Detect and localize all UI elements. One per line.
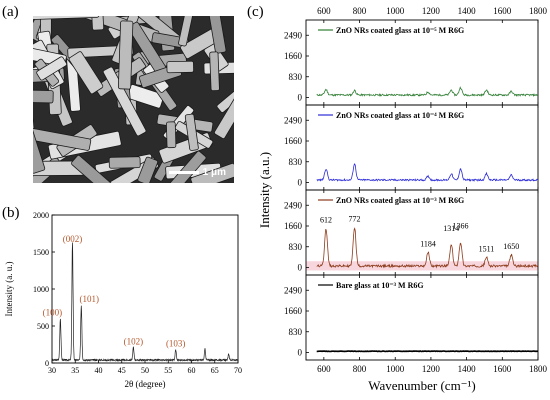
- nanorod: [209, 51, 220, 92]
- raman-x-tick-label: 1200: [422, 364, 441, 374]
- nanorod: [166, 60, 194, 74]
- raman-panel-frame: [305, 274, 539, 361]
- nanorod: [102, 66, 147, 137]
- raman-y-tick-label: 1660: [284, 136, 303, 146]
- raman-peak-label: 772: [349, 214, 361, 223]
- xrd-x-tick-label: 30: [48, 366, 56, 375]
- panel-label-c: (c): [247, 4, 264, 20]
- xrd-x-tick-label: 35: [71, 366, 79, 375]
- raman-x-tick-label: 1600: [493, 364, 512, 374]
- raman-x-tick-label: 1000: [386, 364, 405, 374]
- nanorod: [190, 162, 234, 183]
- nanorod: [207, 16, 227, 54]
- raman-y-tick-label: 0: [298, 178, 303, 188]
- xrd-peak-label: (002): [63, 234, 83, 244]
- xrd-peak-label: (100): [43, 308, 63, 318]
- scale-bar-line: [168, 171, 199, 174]
- scale-bar-label: 1 μm: [202, 167, 226, 178]
- xrd-x-tick-label: 60: [188, 366, 196, 375]
- raman-top-tick-label: 1000: [386, 6, 405, 16]
- xrd-x-tick-label: 50: [141, 366, 149, 375]
- nanorod: [36, 56, 68, 81]
- raman-y-tick-label: 1660: [284, 306, 303, 316]
- raman-x-tick-label: 800: [353, 364, 367, 374]
- raman-y-tick-label: 2490: [284, 200, 303, 210]
- nanorod: [137, 156, 159, 183]
- raman-x-tick-label: 1400: [458, 364, 477, 374]
- raman-top-tick-label: 600: [317, 6, 331, 16]
- xrd-y-tick-label: 0: [45, 359, 49, 368]
- raman-x-tick-label: 1800: [529, 364, 548, 374]
- raman-y-tick-label: 830: [289, 327, 303, 337]
- xrd-peak-label: (103): [166, 339, 186, 349]
- raman-peak-label: 612: [320, 216, 332, 225]
- xrd-x-tick-label: 65: [211, 366, 219, 375]
- xrd-y-tick-label: 2000: [33, 211, 49, 220]
- xrd-y-tick-label: 1500: [33, 248, 49, 257]
- xrd-x-tick-label: 45: [118, 366, 126, 375]
- nanorod: [71, 155, 131, 183]
- panel-label-b: (b): [2, 205, 20, 221]
- raman-peak-label: 1184: [420, 239, 436, 248]
- raman-chart: 600 600 800 800 1000 1000 1200 1200 1400 1400 1600…: [258, 6, 548, 393]
- raman-peak-label: 1366: [453, 221, 469, 230]
- xrd-x-tick-label: 70: [234, 366, 242, 375]
- nanorod: [165, 121, 177, 149]
- xrd-y-tick-label: 1000: [33, 285, 49, 294]
- raman-top-tick-label: 1400: [458, 6, 477, 16]
- raman-x-tick-label: 600: [317, 364, 331, 374]
- raman-y-tick-label: 830: [289, 242, 303, 252]
- nanorod: [33, 126, 92, 151]
- nanorod: [68, 51, 104, 95]
- nanorod: [178, 16, 196, 47]
- raman-y-tick-label: 1660: [284, 221, 303, 231]
- xrd-peak-label: (102): [124, 336, 144, 346]
- xrd-x-axis-label: 2θ (degree): [124, 379, 165, 389]
- panel-label-a: (a): [2, 4, 19, 20]
- raman-series-line: [316, 163, 539, 182]
- raman-y-tick-label: 2490: [284, 285, 303, 295]
- nanorod: [33, 89, 54, 104]
- raman-y-tick-label: 830: [289, 72, 303, 82]
- xrd-x-tick-label: 40: [95, 366, 103, 375]
- raman-top-tick-label: 1800: [529, 6, 548, 16]
- nanorod: [90, 16, 105, 31]
- nanorod: [108, 156, 141, 169]
- scale-bar: 1 μm: [168, 167, 226, 178]
- xrd-chart: 30 35 40 45 50 55 60 65 70 0 500 1000 1500 2000 2θ (de…: [4, 211, 242, 389]
- raman-y-tick-label: 1660: [284, 51, 303, 61]
- xrd-peak-label: (101): [80, 294, 100, 304]
- xrd-series-line: [51, 242, 239, 363]
- raman-y-tick-label: 0: [298, 263, 303, 273]
- raman-y-axis-label: Intensity (a.u.): [258, 152, 272, 228]
- sem-image: 1 μm: [33, 16, 234, 183]
- raman-peak-label: 1511: [479, 244, 495, 253]
- raman-panel-label: ZnO NRs coated glass at 10⁻⁵ M R6G: [336, 26, 464, 35]
- nanorod: [117, 20, 134, 90]
- xrd-y-tick-label: 500: [37, 322, 49, 331]
- raman-top-tick-label: 1200: [422, 6, 441, 16]
- raman-panel-label: ZnO NRs coated glass at 10⁻⁴ M R6G: [336, 111, 464, 120]
- xrd-x-tick-label: 55: [164, 366, 172, 375]
- raman-panel-label: Bare glass at 10⁻³ M R6G: [336, 281, 424, 290]
- raman-top-tick-label: 1600: [493, 6, 512, 16]
- nanorod: [33, 16, 100, 20]
- raman-peak-label: 1314: [443, 224, 459, 233]
- raman-y-tick-label: 2490: [284, 115, 303, 125]
- raman-y-tick-label: 0: [298, 348, 303, 358]
- raman-peak-label: 1650: [503, 242, 519, 251]
- nanorod: [33, 123, 46, 174]
- raman-series-line: [316, 227, 539, 269]
- raman-series-line: [316, 86, 539, 97]
- raman-y-tick-label: 0: [298, 93, 303, 103]
- nanorod: [184, 113, 199, 151]
- raman-panel-label: ZnO NRs coated glass at 10⁻³ M R6G: [336, 196, 464, 205]
- nanorod: [214, 96, 234, 139]
- raman-y-tick-label: 2490: [284, 30, 303, 40]
- raman-y-tick-label: 830: [289, 157, 303, 167]
- raman-top-tick-label: 800: [353, 6, 367, 16]
- xrd-y-axis-label: Intensity (a. u.): [4, 262, 14, 317]
- nanorod-texture: [33, 16, 234, 183]
- raman-x-axis-label: Wavenumber (cm⁻¹): [368, 378, 476, 393]
